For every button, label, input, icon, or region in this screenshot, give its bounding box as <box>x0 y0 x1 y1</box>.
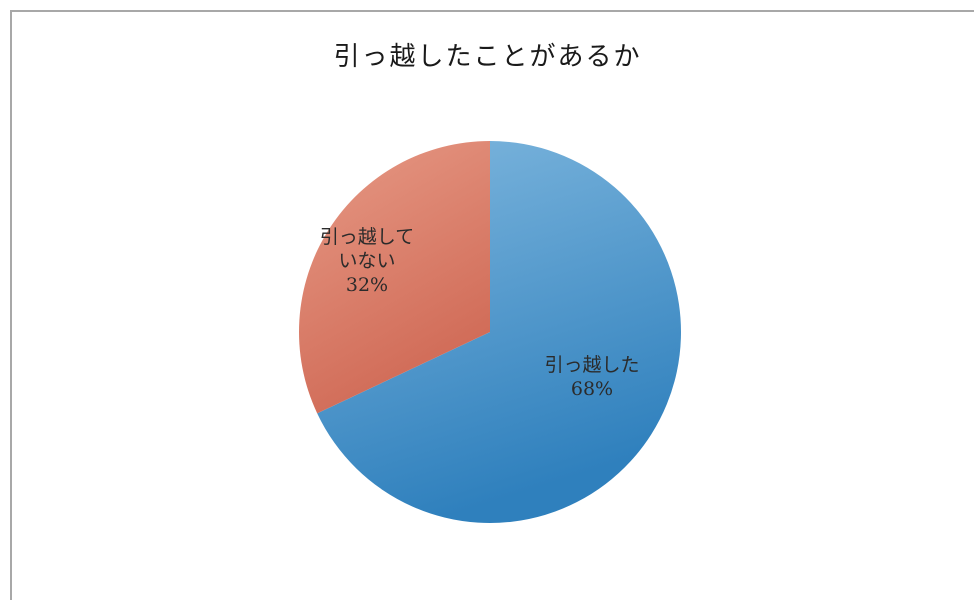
chart-title: 引っ越したことがあるか <box>333 42 642 72</box>
slice-category-label: 引っ越した <box>544 354 639 376</box>
slice-value-label: 32% <box>346 274 388 296</box>
slice-moved <box>317 141 681 523</box>
slice-value-label: 68% <box>571 378 613 400</box>
slice-category-label: 引っ越して <box>320 226 414 248</box>
pie-slices <box>298 141 681 523</box>
slice-category-label: いない <box>338 250 395 272</box>
slice-not-moved <box>298 141 490 414</box>
